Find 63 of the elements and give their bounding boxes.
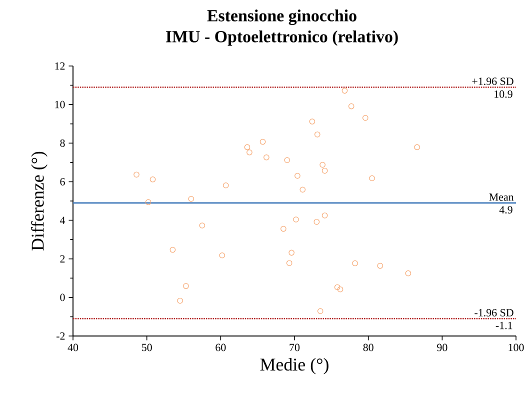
point (352, 260, 358, 266)
x-tick-label: 90 (437, 344, 448, 352)
point (244, 144, 250, 150)
x-tick-label: 100 (508, 344, 524, 352)
annotation: 4.9 (499, 206, 512, 214)
x-tick-label: 60 (216, 344, 226, 352)
y-tick-label: 0 (60, 294, 65, 302)
point (134, 172, 140, 178)
annotation: -1.1 (496, 322, 512, 330)
point (188, 196, 194, 202)
point (322, 168, 328, 174)
point (314, 218, 320, 225)
x-tick-label: 50 (142, 344, 152, 352)
y-tick-label: 12 (55, 62, 65, 70)
point (342, 88, 348, 94)
point (288, 250, 294, 256)
point (322, 212, 328, 218)
point (414, 144, 420, 150)
point (183, 283, 189, 289)
y-tick-label: 4 (60, 216, 66, 224)
y-tick-label: -2 (56, 332, 65, 340)
point (294, 172, 300, 179)
point (284, 157, 290, 164)
point (405, 270, 412, 276)
point (286, 260, 292, 266)
point (334, 284, 340, 290)
y-tick-label: 10 (55, 100, 65, 108)
point (300, 186, 306, 193)
ref-line-label: +1.96 SD (472, 78, 514, 86)
point (377, 262, 384, 269)
point (337, 286, 344, 292)
x-tick-label: 40 (68, 344, 78, 352)
x-tick-label: 80 (363, 344, 374, 352)
point (199, 222, 206, 228)
y-axis-title: Differenze (°) (30, 152, 48, 250)
point (280, 226, 286, 232)
point (219, 252, 226, 258)
point (246, 150, 252, 156)
point (309, 118, 316, 124)
ref-line-label: Mean (489, 193, 514, 201)
annotation: 10.9 (494, 90, 512, 98)
y-tick-label: 2 (60, 255, 65, 262)
point (222, 182, 229, 188)
ref-line-label: -1.96 SD (474, 309, 514, 316)
point (348, 103, 354, 110)
y-tick-label: 6 (60, 178, 65, 186)
point (150, 176, 156, 182)
x-axis-title: Medie (°) (260, 358, 328, 374)
point (170, 246, 176, 253)
x-tick-label: 70 (290, 344, 300, 352)
point (314, 132, 320, 138)
point (293, 216, 299, 222)
chart-subtitle: IMU - Optoelettronico (relativo) (166, 30, 398, 46)
point (320, 162, 326, 168)
chart-title: Estensione ginocchio (207, 10, 356, 26)
point (260, 138, 266, 145)
y-tick-label: 8 (60, 139, 65, 147)
point (317, 308, 324, 314)
point (264, 154, 270, 160)
point (362, 114, 368, 121)
point (369, 175, 375, 182)
point (145, 199, 152, 206)
point (177, 298, 183, 304)
